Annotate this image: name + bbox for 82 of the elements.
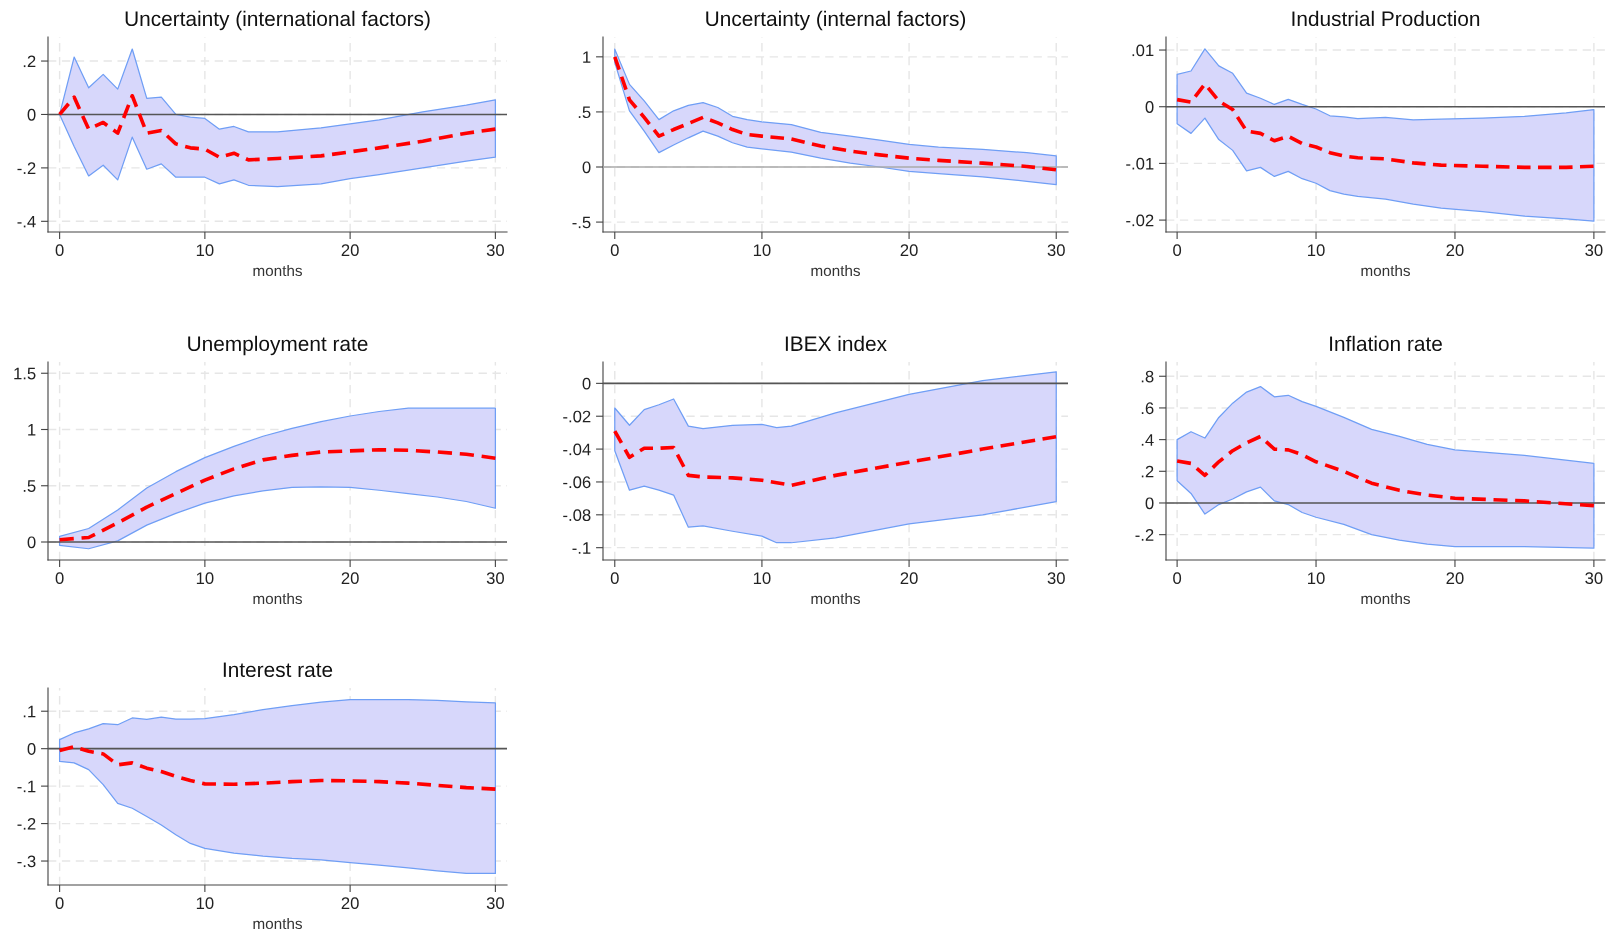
y-tick-label: .2 [23, 55, 36, 68]
x-tick-label: 0 [55, 897, 64, 910]
y-tick-label: .5 [23, 480, 36, 492]
x-tick-label: 10 [1308, 572, 1325, 585]
x-tick-label: 10 [196, 244, 214, 257]
x-tick-label: 20 [900, 244, 918, 257]
chart-title: Interest rate [223, 662, 333, 678]
x-tick-label: 0 [610, 244, 619, 257]
line-series [57, 93, 498, 162]
y-tick-label: .01 [1132, 44, 1154, 57]
chart-title: IBEX index [785, 335, 887, 352]
line-series [57, 744, 498, 791]
chart-title: Inflation rate [1330, 335, 1442, 352]
x-tick-label: 30 [1047, 572, 1065, 585]
x-tick-label: 0 [55, 244, 64, 257]
chart-title: Uncertainty (international factors) [125, 10, 430, 31]
y-tick-label: 0 [27, 743, 36, 755]
y-tick-label: .2 [1141, 465, 1154, 478]
x-tick-label: 20 [341, 572, 359, 585]
x-tick-label: 10 [196, 897, 214, 910]
x-tick-label: 10 [196, 572, 214, 585]
x-tick-label: 30 [1585, 572, 1603, 585]
y-tick-label: .1 [23, 705, 36, 718]
y-tick-label: .4 [1141, 434, 1154, 446]
line-series [1175, 82, 1596, 170]
y-tick-label: .8 [1141, 370, 1154, 383]
y-tick-label: -.02 [1126, 214, 1154, 227]
x-tick-label: 0 [55, 572, 64, 585]
chart-title: Uncertainty (internal factors) [706, 10, 966, 31]
y-tick-label: -.5 [572, 216, 591, 229]
y-tick-label: 1.5 [14, 367, 36, 380]
chart-title: Unemployment rate [188, 335, 368, 356]
y-tick-label: -.06 [563, 476, 591, 489]
x-tick-label: 30 [1585, 244, 1603, 257]
line-series [1175, 434, 1596, 508]
x-tick-label: 10 [753, 572, 771, 585]
y-tick-label: .6 [1141, 402, 1154, 415]
y-tick-label: -.1 [17, 780, 36, 793]
line-series [57, 447, 498, 542]
x-axis-title: months [253, 264, 302, 277]
x-axis-title: months [1361, 592, 1410, 605]
y-tick-label: 1 [583, 51, 591, 63]
y-tick-label: -.4 [17, 215, 36, 228]
y-tick-label: -.04 [563, 443, 591, 456]
x-tick-label: 30 [486, 572, 504, 585]
x-tick-label: 20 [1446, 244, 1464, 257]
y-tick-label: -.08 [563, 509, 591, 522]
y-tick-label: -.1 [572, 542, 591, 554]
x-axis-title: months [253, 592, 302, 605]
y-tick-label: 0 [27, 108, 36, 121]
y-tick-label: -.3 [17, 855, 36, 868]
y-tick-label: 0 [1145, 101, 1154, 113]
y-tick-label: 0 [1145, 497, 1154, 510]
y-tick-label: 0 [27, 536, 36, 549]
y-tick-label: .5 [578, 106, 591, 119]
y-tick-label: -.2 [1135, 529, 1154, 541]
x-tick-label: 30 [486, 244, 504, 257]
y-tick-label: -.2 [17, 162, 36, 174]
x-tick-label: 30 [486, 897, 504, 910]
x-tick-label: 20 [1446, 572, 1464, 585]
x-tick-label: 0 [1173, 244, 1182, 257]
x-tick-label: 30 [1047, 244, 1065, 257]
line-series [612, 55, 1059, 172]
y-tick-label: 0 [582, 161, 591, 174]
x-axis-title: months [253, 917, 302, 930]
x-tick-label: 10 [753, 244, 771, 257]
chart-title: Industrial Production [1292, 10, 1480, 27]
x-tick-label: 20 [341, 244, 359, 257]
x-axis-title: months [811, 264, 860, 277]
y-tick-label: 1 [28, 424, 36, 436]
x-tick-label: 20 [900, 572, 918, 585]
x-tick-label: 10 [1308, 244, 1325, 257]
y-tick-label: -.2 [17, 817, 36, 830]
y-tick-label: -.01 [1126, 157, 1154, 170]
x-tick-label: 20 [341, 897, 359, 910]
x-tick-label: 0 [610, 572, 619, 585]
line-series [612, 429, 1059, 488]
x-tick-label: 0 [1173, 572, 1182, 585]
y-tick-label: -.02 [563, 410, 591, 423]
x-axis-title: months [1361, 264, 1410, 277]
x-axis-title: months [811, 592, 860, 605]
y-tick-label: 0 [582, 377, 591, 390]
